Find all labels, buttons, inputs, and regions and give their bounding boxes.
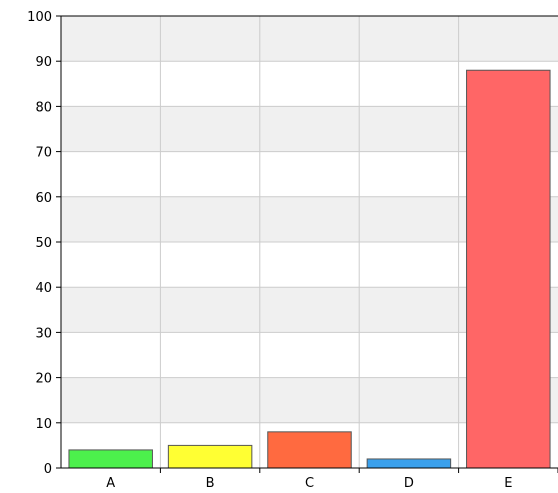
y-tick-label: 50 <box>35 236 52 251</box>
background-band <box>61 16 558 62</box>
y-tick-label: 100 <box>27 10 52 25</box>
y-tick-label: 70 <box>35 146 52 161</box>
x-tick-label: A <box>106 476 115 491</box>
x-tick-label: D <box>404 476 414 491</box>
y-tick-label: 0 <box>44 462 52 477</box>
x-tick-labels: A B C D E <box>106 476 512 491</box>
axes <box>56 15 558 473</box>
bar-b <box>167 444 253 469</box>
bar-d <box>366 458 452 469</box>
y-tick-label: 80 <box>35 100 52 115</box>
y-tick-labels: 0 10 20 30 40 50 60 70 80 90 100 <box>27 10 52 477</box>
bar-c <box>267 431 352 469</box>
y-tick-label: 60 <box>35 191 52 206</box>
y-tick-label: 40 <box>35 281 52 296</box>
y-tick-label: 10 <box>35 417 52 432</box>
x-tick-label: C <box>305 476 314 491</box>
y-tick-label: 30 <box>35 326 52 341</box>
x-tick-label: E <box>504 476 512 491</box>
bar-e <box>466 69 551 469</box>
y-tick-label: 90 <box>35 55 52 70</box>
bars <box>68 69 551 469</box>
x-tick-label: B <box>206 476 215 491</box>
y-tick-label: 20 <box>35 372 52 387</box>
bar-a <box>68 449 153 469</box>
